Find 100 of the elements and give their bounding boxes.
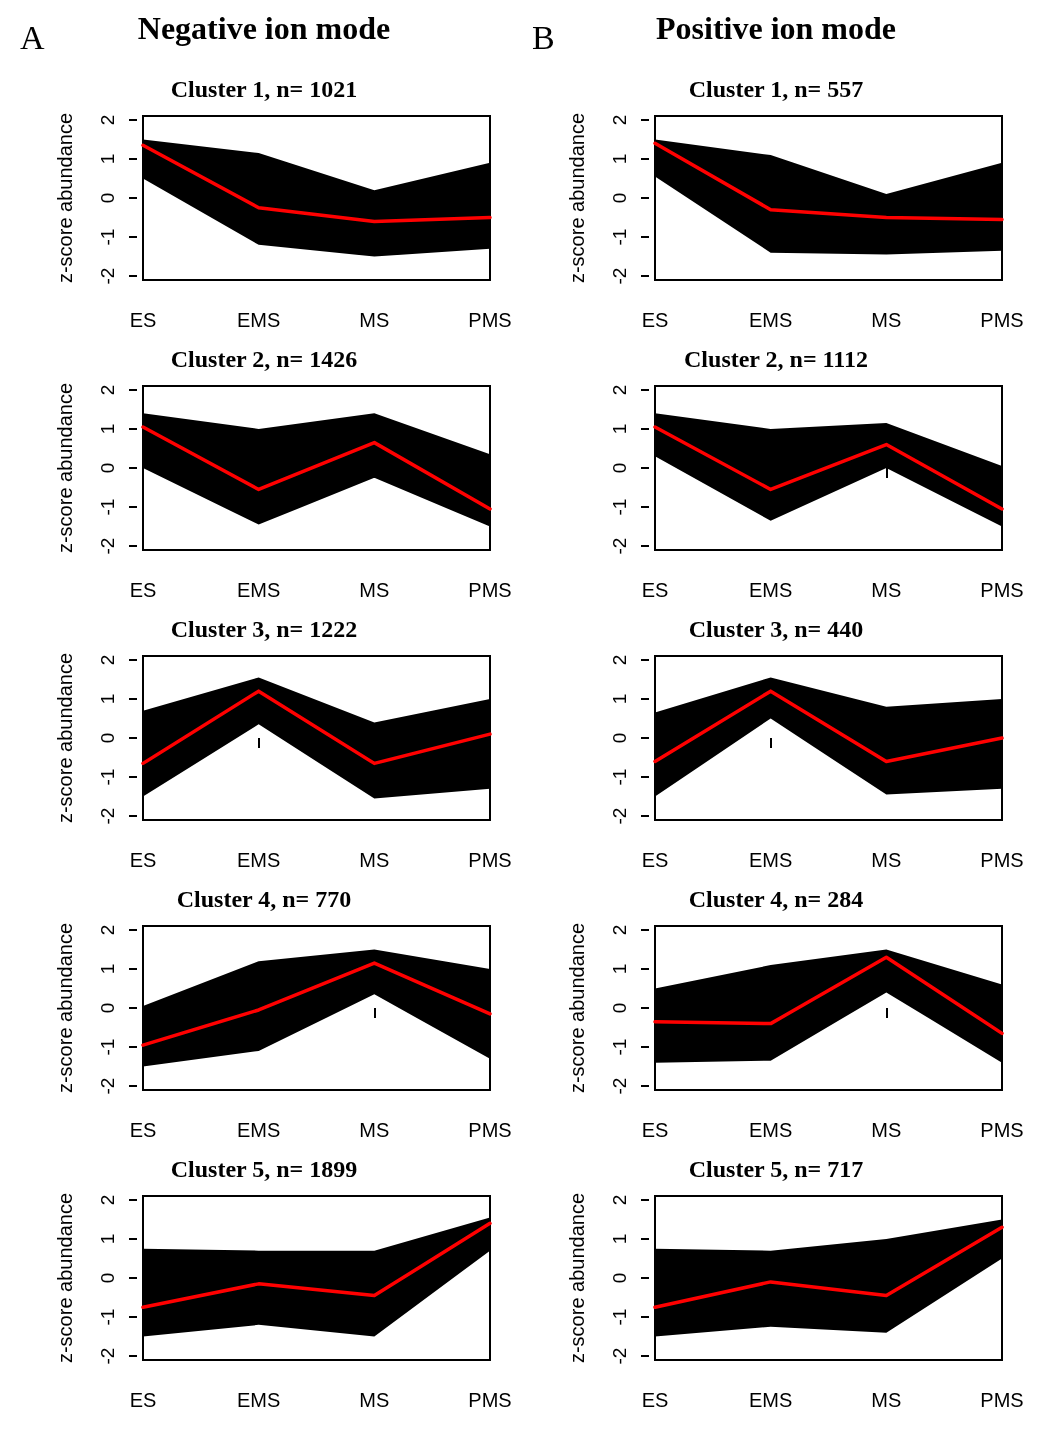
x-tick-label: ES (129, 309, 157, 331)
x-tick-label: EMS (236, 579, 281, 601)
y-tick-label: -2 (609, 537, 630, 555)
x-tick-label: ES (129, 579, 157, 601)
y-tick-label: 0 (97, 1002, 118, 1014)
x-tick-label: MS (359, 1119, 390, 1141)
y-axis-title: z-score abundance (54, 652, 76, 824)
y-tick-label: 1 (609, 423, 630, 435)
x-tick-label: PMS (980, 579, 1024, 601)
y-tick-label: -2 (609, 1347, 630, 1365)
y-tick-label: 0 (609, 1002, 630, 1014)
x-tick-label: EMS (236, 849, 281, 871)
y-tick-label: 2 (97, 114, 118, 126)
y-tick-label: 2 (609, 384, 630, 396)
y-tick-label: 0 (97, 462, 118, 474)
x-tick-label: PMS (468, 1389, 512, 1411)
line-series (653, 955, 1004, 1036)
chart-title: Cluster 4, n= 284 (688, 886, 864, 912)
x-tick-label: MS (871, 309, 902, 331)
y-tick-label: 0 (609, 732, 630, 744)
x-tick-label: EMS (236, 309, 281, 331)
x-tick-label: MS (359, 309, 390, 331)
x-tick-label: MS (871, 849, 902, 871)
y-tick-label: 1 (609, 693, 630, 705)
y-tick-label: 1 (97, 963, 118, 975)
x-tick-label: PMS (980, 1119, 1024, 1141)
y-tick-label: -1 (609, 498, 630, 516)
text: Positive ion mode (656, 10, 896, 46)
y-tick-label: 2 (97, 924, 118, 936)
y-tick-label: 1 (97, 693, 118, 705)
x-tick-label: MS (359, 1389, 390, 1411)
y-tick-label: -1 (97, 1038, 118, 1056)
y-tick-label: -1 (609, 1038, 630, 1056)
x-tick-label: ES (641, 849, 669, 871)
y-tick-label: 1 (609, 153, 630, 165)
y-tick-label: 2 (609, 1194, 630, 1206)
x-tick-label: EMS (748, 849, 793, 871)
line-series (141, 425, 492, 511)
x-tick-label: MS (359, 579, 390, 601)
y-tick-label: -2 (97, 1077, 118, 1095)
y-tick-label: 0 (609, 462, 630, 474)
y-tick-label: -2 (609, 807, 630, 825)
y-tick-label: 0 (609, 192, 630, 204)
y-axis-title: z-score abundance (566, 1192, 588, 1364)
y-axis-title: z-score abundance (566, 922, 588, 1094)
line-series (653, 141, 1004, 222)
line-series (141, 143, 492, 224)
x-tick-label: ES (129, 1119, 157, 1141)
y-tick-label: 2 (97, 654, 118, 666)
y-tick-label: 1 (609, 963, 630, 975)
y-tick-label: 1 (609, 1233, 630, 1245)
x-tick-label: ES (641, 579, 669, 601)
y-axis-title: z-score abundance (54, 112, 76, 284)
y-tick-label: -1 (609, 228, 630, 246)
x-tick-label: ES (129, 1389, 157, 1411)
x-tick-label: PMS (980, 309, 1024, 331)
x-tick-label: ES (641, 1389, 669, 1411)
y-tick-label: -1 (609, 768, 630, 786)
y-tick-label: 2 (97, 384, 118, 396)
x-tick-label: EMS (748, 579, 793, 601)
y-tick-label: -1 (97, 1308, 118, 1326)
y-tick-label: -2 (609, 1077, 630, 1095)
chart-title: Cluster 3, n= 1222 (170, 616, 358, 642)
y-tick-label: -1 (609, 1308, 630, 1326)
x-tick-label: PMS (980, 849, 1024, 871)
y-tick-label: -2 (97, 1347, 118, 1365)
text: A (20, 18, 45, 56)
text: B (532, 18, 555, 56)
x-tick-label: EMS (748, 1119, 793, 1141)
x-tick-label: EMS (748, 1389, 793, 1411)
y-axis-title: z-score abundance (54, 382, 76, 554)
y-tick-label: 2 (609, 924, 630, 936)
x-tick-label: ES (129, 849, 157, 871)
line-series (141, 961, 492, 1047)
y-axis-title: z-score abundance (54, 922, 76, 1094)
y-tick-label: -2 (609, 267, 630, 285)
y-tick-label: -2 (97, 537, 118, 555)
x-tick-label: PMS (980, 1389, 1024, 1411)
x-tick-label: ES (641, 309, 669, 331)
y-tick-label: 1 (97, 423, 118, 435)
x-tick-label: PMS (468, 309, 512, 331)
x-tick-label: EMS (748, 309, 793, 331)
chart-title: Cluster 1, n= 557 (688, 76, 864, 102)
y-tick-label: -2 (97, 267, 118, 285)
chart-title: Cluster 2, n= 1426 (170, 346, 358, 372)
x-tick-label: PMS (468, 1119, 512, 1141)
x-tick-label: PMS (468, 579, 512, 601)
x-tick-label: MS (359, 849, 390, 871)
y-tick-label: 0 (609, 1272, 630, 1284)
y-tick-label: 0 (97, 1272, 118, 1284)
y-tick-label: -1 (97, 768, 118, 786)
y-tick-label: -1 (97, 228, 118, 246)
chart-title: Cluster 1, n= 1021 (170, 76, 358, 102)
text: Negative ion mode (137, 10, 391, 46)
y-tick-label: 2 (609, 654, 630, 666)
chart-title: Cluster 5, n= 1899 (170, 1156, 358, 1182)
y-tick-label: 0 (97, 732, 118, 744)
y-tick-label: 1 (97, 1233, 118, 1245)
x-tick-label: MS (871, 1119, 902, 1141)
line-series (653, 1225, 1004, 1310)
